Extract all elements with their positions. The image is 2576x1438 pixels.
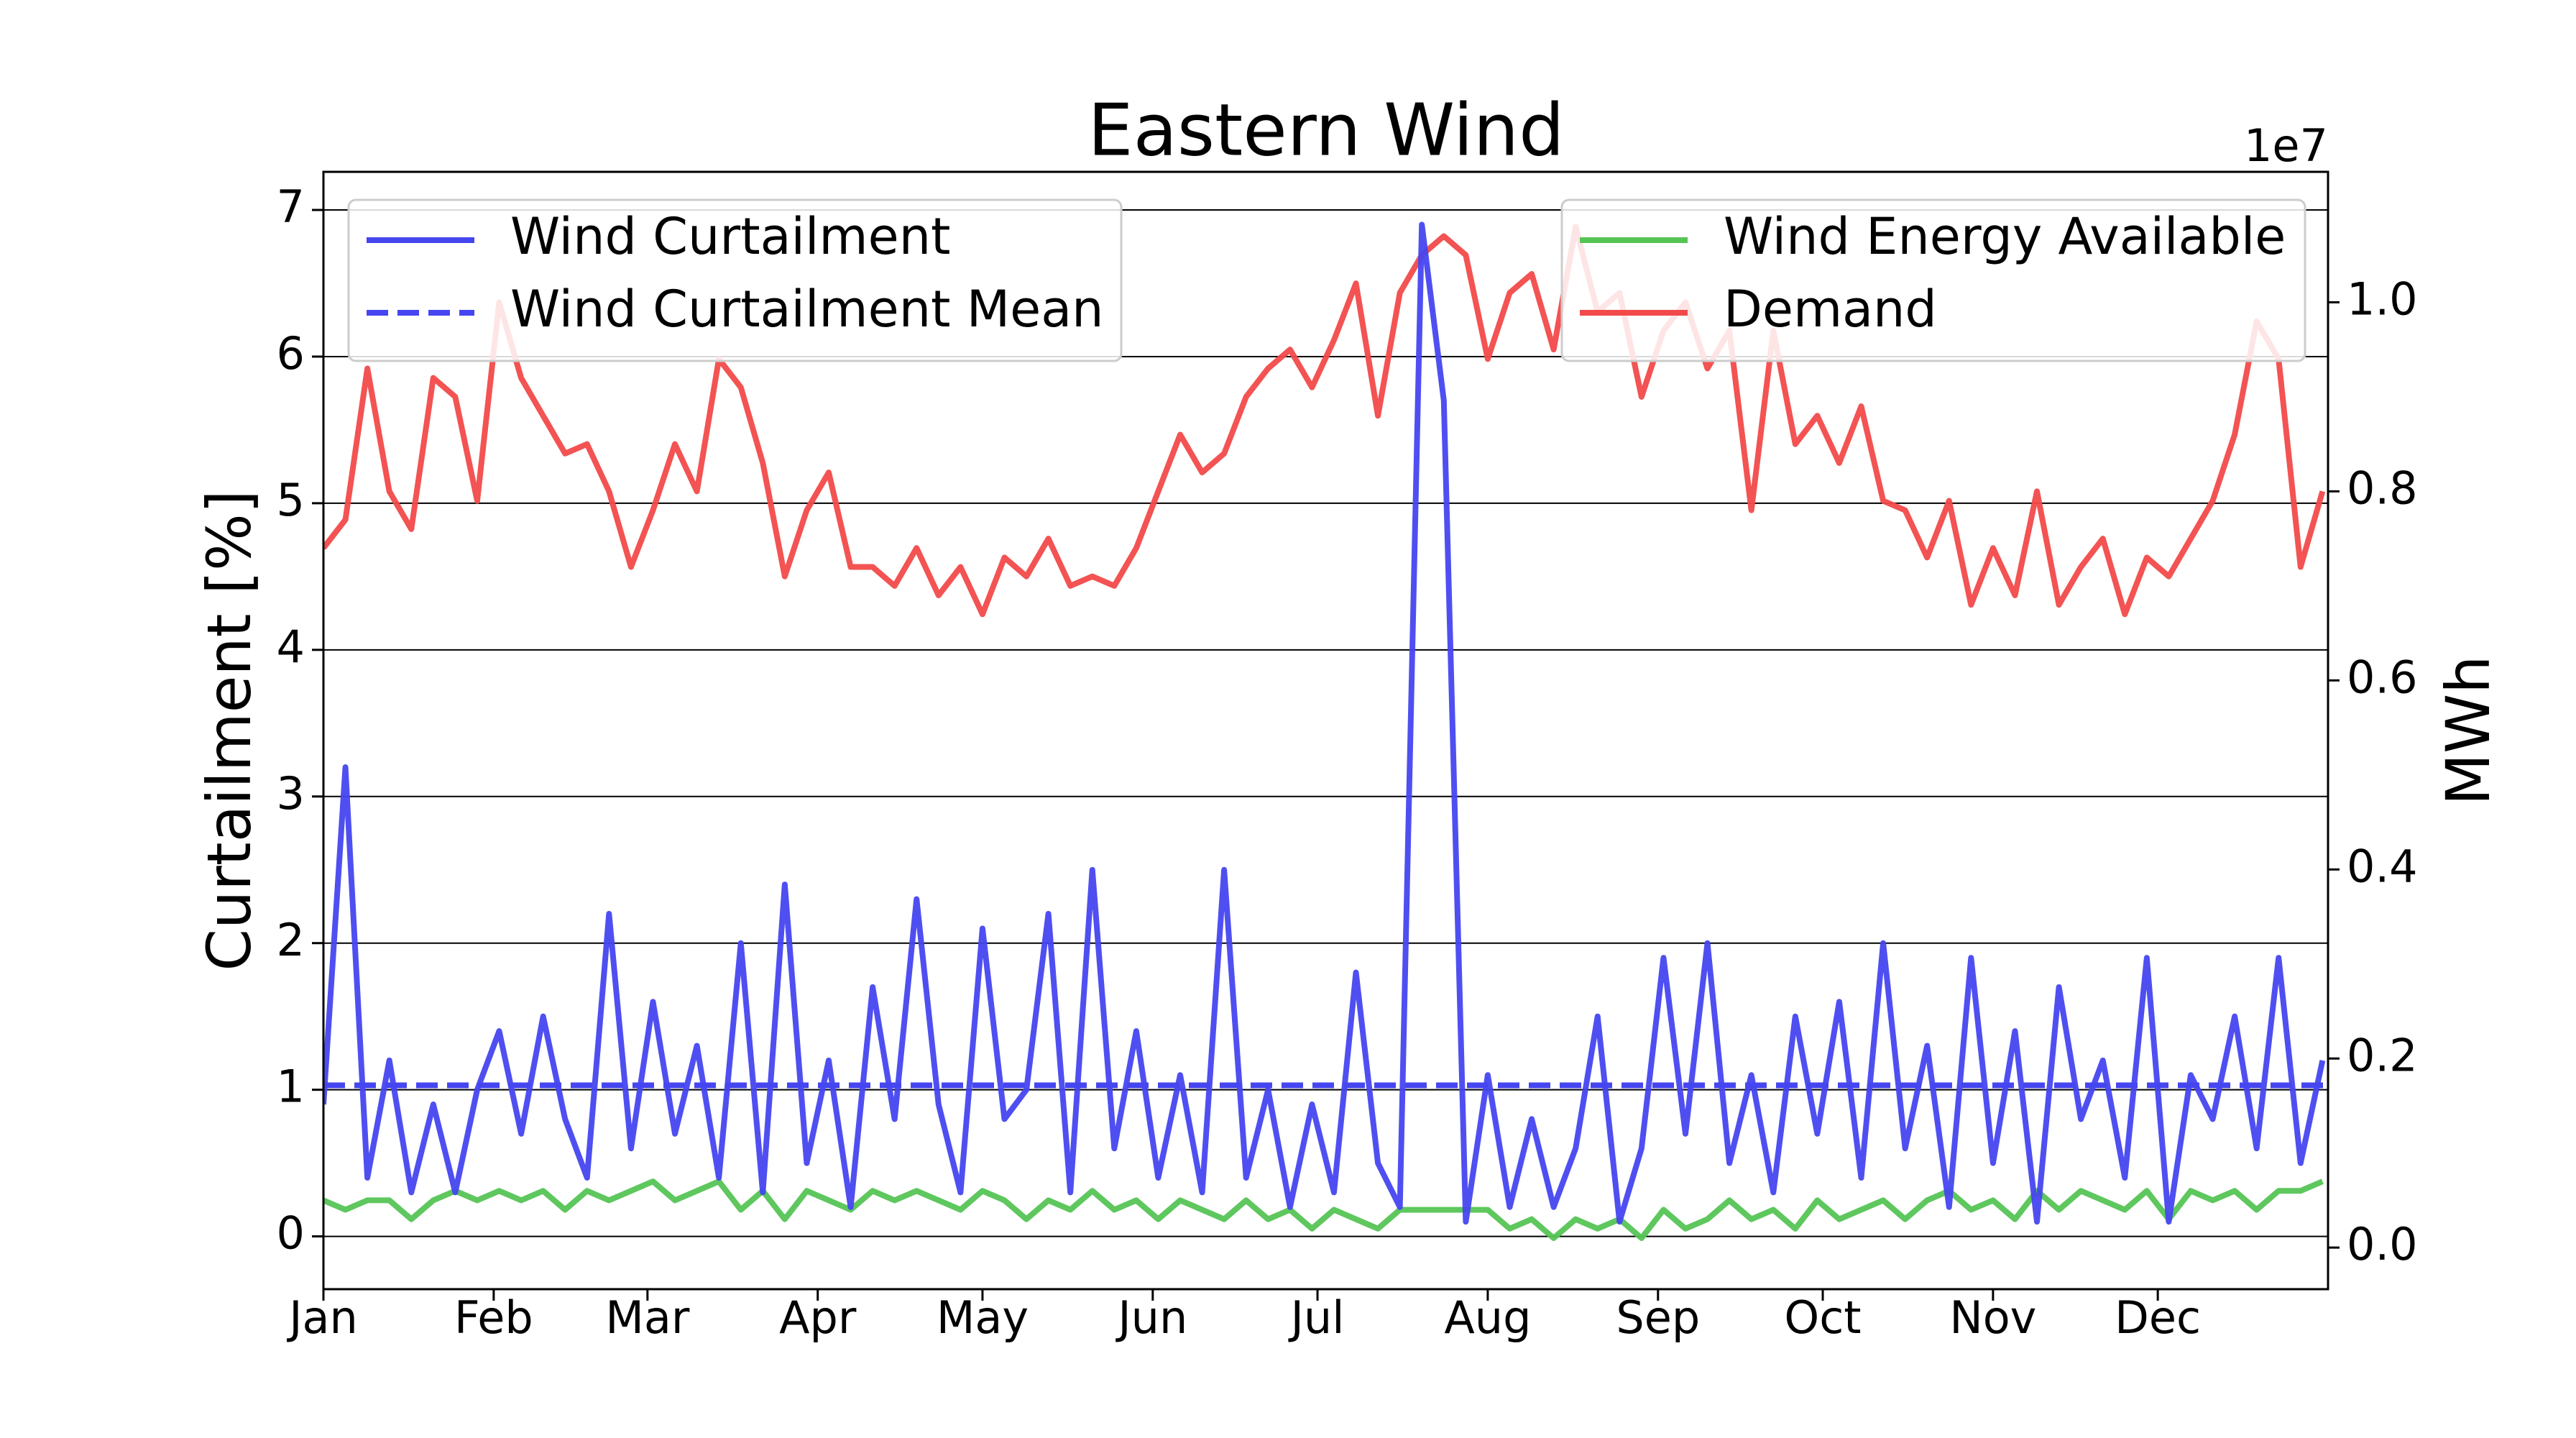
x-tick-label: Mar [605, 1291, 689, 1344]
x-tick-label: Sep [1616, 1291, 1700, 1344]
y-tick-label: 6 [277, 327, 305, 380]
series-line [323, 224, 2326, 618]
x-tick-label: Aug [1444, 1291, 1531, 1344]
y2-tick-label: 0.6 [2347, 651, 2418, 703]
series-line [323, 221, 2326, 1225]
x-tick-label: Jan [286, 1291, 358, 1344]
legend-label: Demand [1724, 280, 1937, 339]
x-tick-label: May [937, 1291, 1029, 1344]
y2-tick-label: 0.2 [2347, 1029, 2418, 1081]
y2-tick-label: 0.0 [2347, 1218, 2418, 1270]
legend-box [1560, 198, 2306, 362]
legend-label: Wind Curtailment [510, 207, 951, 266]
x-tick-label: Oct [1784, 1291, 1861, 1344]
x-tick-label: Dec [2115, 1291, 2201, 1344]
y-tick-label: 4 [277, 620, 305, 673]
y-tick-label: 5 [277, 474, 305, 526]
x-tick-label: Jul [1288, 1291, 1345, 1344]
y-tick-label: 2 [277, 914, 305, 966]
legend-label: Wind Energy Available [1724, 207, 2286, 266]
y-tick-label: 3 [277, 767, 305, 820]
x-tick-label: Feb [454, 1291, 533, 1344]
y2-axis-label: MWh [2433, 656, 2503, 806]
y-axis-label: Curtailment [%] [194, 490, 264, 971]
y2-tick-label: 0.8 [2347, 462, 2418, 514]
legend-box [347, 198, 1123, 362]
y-tick-label: 1 [277, 1061, 305, 1113]
chart-title: Eastern Wind [1087, 88, 1564, 172]
x-tick-label: Jun [1115, 1291, 1187, 1344]
y2-offset-label: 1e7 [2244, 119, 2328, 172]
x-tick-label: Nov [1949, 1291, 2036, 1344]
y2-tick-label: 1.0 [2347, 273, 2418, 326]
series-line [323, 1178, 2324, 1242]
y-tick-label: 0 [277, 1207, 305, 1260]
y2-tick-label: 0.4 [2347, 840, 2418, 892]
x-tick-label: Apr [779, 1291, 857, 1344]
y-tick-label: 7 [277, 180, 305, 233]
legend-label: Wind Curtailment Mean [510, 280, 1103, 339]
plot-frame [322, 170, 2329, 1291]
